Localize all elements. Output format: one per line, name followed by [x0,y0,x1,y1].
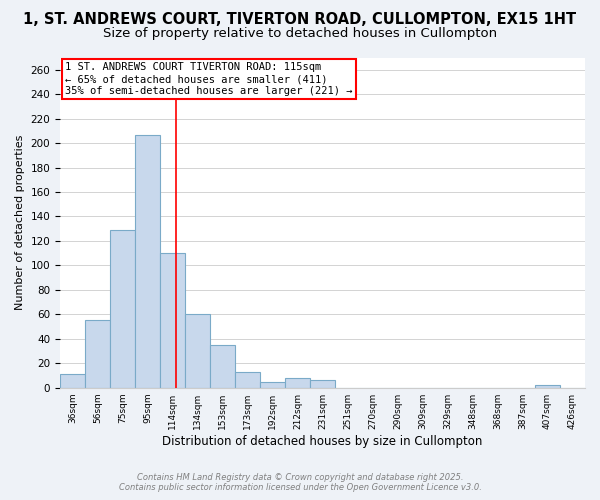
Y-axis label: Number of detached properties: Number of detached properties [15,135,25,310]
Bar [210,345,235,388]
Bar [310,380,335,388]
X-axis label: Distribution of detached houses by size in Cullompton: Distribution of detached houses by size … [163,434,483,448]
Bar [110,230,135,388]
Bar [235,372,260,388]
Bar [185,314,210,388]
Bar [535,386,560,388]
Bar [60,374,85,388]
Text: Contains HM Land Registry data © Crown copyright and database right 2025.: Contains HM Land Registry data © Crown c… [137,472,463,482]
Bar [260,382,285,388]
Text: Contains public sector information licensed under the Open Government Licence v3: Contains public sector information licen… [119,484,481,492]
Text: Size of property relative to detached houses in Cullompton: Size of property relative to detached ho… [103,28,497,40]
Bar [160,253,185,388]
Bar [135,134,160,388]
Bar [85,320,110,388]
Bar [285,378,310,388]
Text: 1 ST. ANDREWS COURT TIVERTON ROAD: 115sqm
← 65% of detached houses are smaller (: 1 ST. ANDREWS COURT TIVERTON ROAD: 115sq… [65,62,353,96]
Text: 1, ST. ANDREWS COURT, TIVERTON ROAD, CULLOMPTON, EX15 1HT: 1, ST. ANDREWS COURT, TIVERTON ROAD, CUL… [23,12,577,28]
